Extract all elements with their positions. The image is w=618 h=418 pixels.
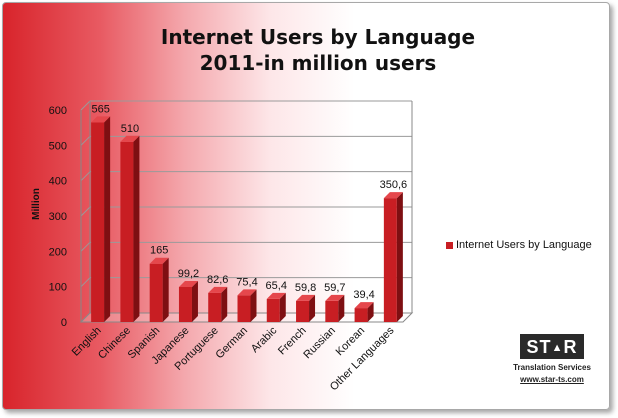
logo-text-right: R [563,337,578,357]
gridline [80,135,91,146]
y-tick-label: 600 [49,105,67,117]
triangle-icon: ▲ [551,342,564,354]
y-tick-labels: 0 100 200 300 400 500 600 [49,105,67,329]
bar-side [133,135,140,322]
bar-russian [325,294,345,322]
bar-front [178,286,192,322]
bar-front [383,198,397,322]
bar-front [237,295,251,322]
data-label: 82,6 [207,274,228,286]
bar-side [338,294,345,322]
gridline [80,241,91,252]
bar-top [266,292,286,299]
bar-front [91,122,105,322]
x-tick-labels: EnglishChineseSpanishJapanesePortugueseG… [70,324,397,393]
data-label: 350,6 [380,179,408,191]
bar-top [120,135,140,142]
bar-front [296,300,310,322]
bar-top [208,286,228,293]
bars [91,116,403,322]
bar-side [221,286,228,322]
legend-label: Internet Users by Language [456,239,592,251]
chart-subtitle: 2011-in million users [199,51,437,75]
logo-tagline: Translation Services [513,363,591,372]
bar-top [91,116,111,123]
gridline [80,277,91,288]
data-label: 565 [91,103,109,115]
bar-front [325,300,339,322]
data-label: 59,7 [324,282,345,294]
bar-top [383,192,403,199]
data-label: 510 [121,123,139,135]
bar-portuguese [208,286,228,322]
data-label: 165 [150,245,168,257]
bar-english [91,116,111,322]
x-tick-label: Russian [301,325,338,362]
data-label: 39,4 [353,289,374,301]
y-tick-label: 0 [61,317,67,329]
chart-title: Internet Users by Language [160,25,476,49]
bar-front [354,308,368,322]
y-tick-label: 500 [49,140,67,152]
y-axis-label: Million [31,188,42,220]
logo-text-left: ST [526,337,552,357]
bar-spanish [149,257,169,322]
y-tick-label: 300 [49,211,67,223]
y-tick-label: 100 [49,282,67,294]
bar-japanese [178,280,198,322]
bar-front [149,263,163,322]
bar-korean [354,302,374,322]
bar-top [325,294,345,301]
x-tick-label: German [214,325,251,362]
gridline [80,171,91,182]
bar-side [396,192,403,322]
bar-arabic [266,292,286,322]
bar-side [279,292,286,322]
bar-side [104,116,111,322]
bar-top [237,289,257,296]
data-label: 59,8 [295,282,316,294]
legend-swatch [446,241,453,249]
bar-side [191,280,198,322]
data-label: 75,4 [236,276,257,288]
bar-top [149,257,169,264]
gridline [80,206,91,217]
bar-chinese [120,135,140,322]
bar-top [178,280,198,287]
data-label: 65,4 [266,280,287,292]
gridline [80,100,91,111]
logo-box: ST▲R [519,334,585,359]
bar-side [162,257,169,322]
data-label: 99,2 [178,268,199,280]
bar-french [296,294,316,322]
bar-side [250,289,257,322]
chart-frame: 0 100 200 300 400 500 600 Million 565 510 165 99,2 8… [2,2,610,410]
star-logo: ST▲R Translation Services www.star-ts.co… [509,334,595,384]
bar-top [296,294,316,301]
x-tick-label: Arabic [249,324,280,355]
bar-front [208,292,222,322]
bar-front [266,298,280,322]
legend: Internet Users by Language [446,239,592,251]
chart-plot: 0 100 200 300 400 500 600 Million 565 510 165 99,2 8… [31,100,414,393]
y-tick-label: 400 [49,176,67,188]
data-labels: 565 510 165 99,2 82,6 75,4 65,4 59,8 59,7 39,4 350… [91,103,407,301]
x-tick-label: Chinese [96,325,133,362]
logo-url[interactable]: www.star-ts.com [520,375,584,384]
y-tick-label: 200 [49,246,67,258]
bar-side [309,294,316,322]
bar-front [120,141,134,322]
bar-other-languages [383,192,403,322]
bar-german [237,289,257,322]
bar-top [354,302,374,309]
bar-side [367,302,374,322]
